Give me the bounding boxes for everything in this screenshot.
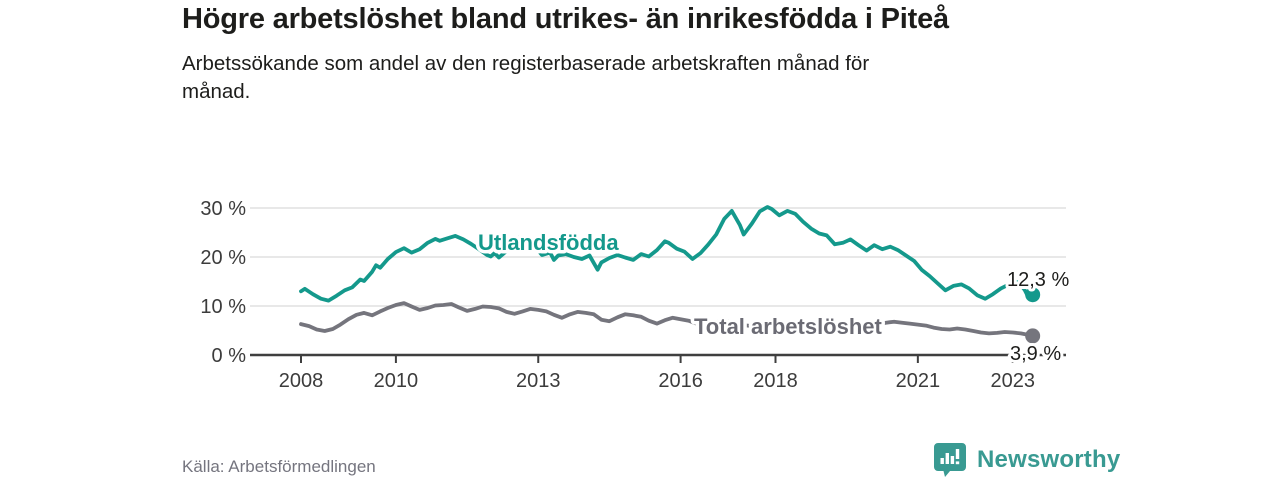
chart-subtitle: Arbetssökande som andel av den registerb… (182, 52, 870, 103)
x-axis-label-2018: 2018 (753, 370, 798, 392)
newsworthy-bar-chart-bubble-icon (933, 442, 967, 478)
chart-header: Högre arbetslöshet bland utrikes- än inr… (182, 2, 1122, 106)
y-axis-label-20pct: 20 % (200, 247, 246, 269)
x-axis-label-2023: 2023 (991, 370, 1036, 392)
line-chart-svg: 0 % 10 % 20 % 30 % 2008 2010 2013 2016 2018 2021 2… (200, 198, 1072, 392)
series-line-utlandsf-dda (299, 205, 1035, 303)
chart-title: Högre arbetslöshet bland utrikes- än inr… (182, 3, 949, 35)
line-chart: 0 % 10 % 20 % 30 % 2008 2010 2013 2016 2018 2021 2… (180, 190, 1080, 405)
x-axis-label-2013: 2013 (516, 370, 561, 392)
series-line-total-arbetsl-shet (299, 301, 1035, 338)
series-label-utlandsf-dda: Utlandsfödda (478, 230, 619, 255)
series-label-total-arbetsl-shet: Total arbetslöshet (694, 314, 883, 339)
y-axis-label-30pct: 30 % (200, 198, 246, 220)
x-axis-label-2021: 2021 (896, 370, 941, 392)
newsworthy-logo: Newsworthy (933, 442, 1120, 478)
end-value-label-total-arbetsl-shet: 3,9 % (1010, 343, 1061, 365)
x-axis-label-2016: 2016 (658, 370, 703, 392)
series-endpoint-total-arbetsl-shet (1025, 328, 1041, 344)
end-value-label-utlandsf-dda: 12,3 % (1007, 269, 1069, 291)
x-axis-label-2008: 2008 (279, 370, 324, 392)
y-axis-label-0pct: 0 % (212, 345, 247, 367)
series-endpoint-utlandsf-dda (1025, 287, 1041, 303)
newsworthy-wordmark: Newsworthy (977, 446, 1121, 473)
y-axis-label-10pct: 10 % (200, 296, 246, 318)
x-axis-label-2010: 2010 (374, 370, 419, 392)
source-note: Källa: Arbetsförmedlingen (182, 457, 376, 476)
